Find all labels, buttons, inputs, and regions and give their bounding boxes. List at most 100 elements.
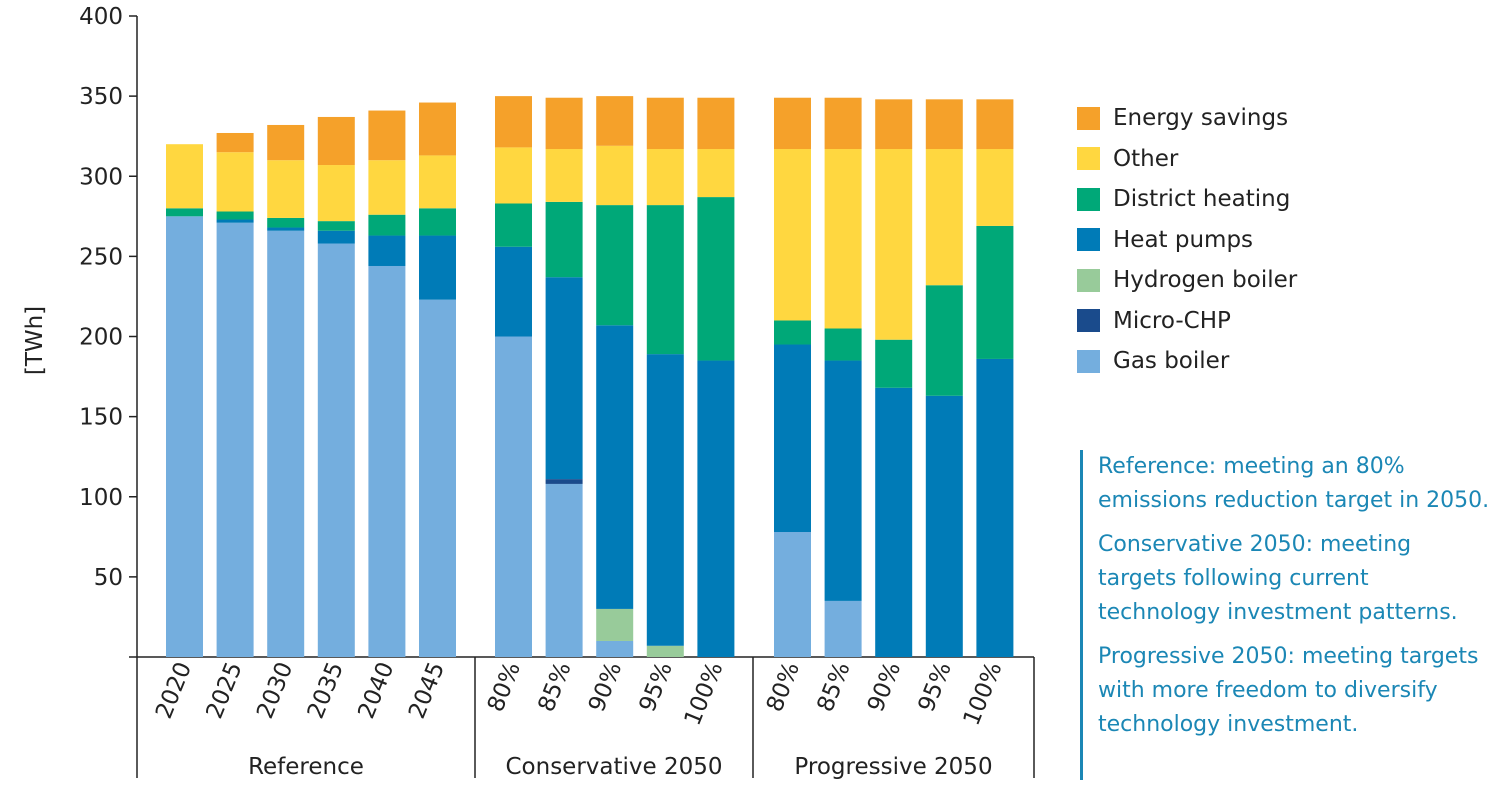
group-label: Reference: [248, 754, 364, 780]
legend-label: Hydrogen boiler: [1113, 267, 1298, 294]
bar-segment: [875, 339, 913, 388]
bar-segment: [824, 600, 862, 657]
bar-segment: [646, 645, 684, 657]
bar-segment: [925, 395, 963, 657]
bar-segment: [545, 277, 583, 480]
legend-item-other: Other: [1077, 139, 1297, 180]
bar-segment: [545, 149, 583, 202]
bar-segment: [976, 225, 1014, 359]
legend-item-energy-savings: Energy savings: [1077, 98, 1297, 139]
x-tick-label: 80%: [762, 659, 805, 716]
legend-swatch: [1077, 187, 1100, 211]
bar-segment: [317, 230, 355, 244]
bar-segment: [267, 160, 305, 218]
bar-segment: [545, 483, 583, 657]
x-tick-label: 90%: [584, 659, 627, 716]
x-tick-label: 2045: [404, 659, 450, 723]
bar-segment: [216, 219, 254, 223]
bar-segment: [419, 235, 456, 300]
bar-segment: [419, 299, 456, 657]
legend-item-micro-chp: Micro-CHP: [1077, 301, 1297, 342]
bar-segment: [646, 205, 684, 355]
bar-segment: [368, 110, 406, 161]
bar-segment: [495, 203, 532, 247]
bar-segment: [875, 387, 913, 657]
bar-segment: [368, 265, 406, 657]
bar-segment: [317, 243, 355, 657]
x-tick-label: 2025: [202, 659, 248, 723]
y-tick-label: 50: [94, 565, 123, 591]
bar-segment: [824, 360, 862, 601]
bar-segment: [596, 325, 634, 609]
bar-segment: [824, 97, 862, 150]
bars: [166, 96, 1014, 658]
bar-segment: [596, 608, 634, 641]
bar-segment: [216, 152, 254, 212]
x-tick-label: 95%: [914, 659, 957, 716]
bar-segment: [267, 217, 305, 228]
bar-segment: [697, 97, 735, 150]
bar-segment: [875, 149, 913, 340]
legend-item-hydrogen-boiler: Hydrogen boiler: [1077, 260, 1297, 301]
bar-segment: [166, 144, 203, 209]
bar-segment: [216, 222, 254, 657]
x-tick-label: 2040: [353, 659, 399, 723]
y-tick-label: 300: [79, 164, 123, 190]
bar-segment: [317, 221, 355, 231]
bar-segment: [824, 328, 862, 361]
legend-label: Heat pumps: [1113, 226, 1254, 253]
bar-segment: [646, 149, 684, 206]
bar-segment: [495, 147, 532, 204]
legend-swatch: [1077, 268, 1100, 292]
bar-segment: [925, 149, 963, 286]
bar-segment: [774, 344, 811, 533]
y-tick-label: 250: [79, 244, 123, 270]
bar-segment: [925, 285, 963, 396]
y-tick-label: 350: [79, 84, 123, 110]
bar-segment: [317, 116, 355, 166]
group-label: Progressive 2050: [794, 754, 992, 780]
bar-segment: [596, 205, 634, 326]
bar-segment: [596, 96, 634, 146]
y-axis-title: [TWh]: [22, 306, 48, 375]
bar-segment: [495, 96, 532, 148]
y-tick-label: 400: [79, 4, 123, 30]
legend-label: Other: [1113, 145, 1179, 172]
bar-segment: [368, 214, 406, 236]
bar-segment: [317, 165, 355, 222]
bar-segment: [419, 102, 456, 156]
bar-segment: [646, 354, 684, 646]
bar-segment: [545, 479, 583, 484]
bar-segment: [697, 360, 735, 657]
bar-segment: [824, 149, 862, 329]
x-tick-label: 95%: [635, 659, 678, 716]
bar-segment: [267, 230, 305, 658]
bar-segment: [368, 160, 406, 215]
bar-segment: [545, 97, 583, 150]
stacked-bar-chart: 50 100 150 200 250 300 350 400 [TWh] 2020 2025 2030…: [22, 4, 1035, 780]
scenario-notes: Reference: meeting an 80% emissions redu…: [1080, 450, 1490, 780]
note-conservative: Conservative 2050: meeting targets follo…: [1098, 532, 1458, 625]
bar-segment: [925, 99, 963, 150]
legend: Energy savings Other District heating He…: [1077, 98, 1297, 382]
bar-segment: [976, 358, 1014, 657]
note-progressive: Progressive 2050: meeting targets with m…: [1098, 644, 1479, 737]
bar-segment: [697, 197, 735, 361]
x-tick-label: 2035: [303, 659, 349, 723]
legend-label: Energy savings: [1113, 105, 1289, 132]
bar-segment: [774, 97, 811, 150]
bar-segment: [545, 201, 583, 278]
bar-segment: [419, 155, 456, 209]
legend-label: Micro-CHP: [1113, 307, 1231, 334]
x-tick-label: 85%: [533, 659, 576, 716]
bar-segment: [216, 132, 254, 153]
bar-segment: [166, 216, 203, 657]
legend-swatch: [1077, 106, 1100, 130]
x-tick-label: 90%: [863, 659, 906, 716]
legend-label: Gas boiler: [1113, 348, 1230, 375]
bar-segment: [774, 532, 811, 657]
legend-swatch: [1077, 228, 1100, 252]
bar-segment: [596, 145, 634, 206]
legend-swatch: [1077, 309, 1100, 333]
x-tick-label: 85%: [812, 659, 855, 716]
